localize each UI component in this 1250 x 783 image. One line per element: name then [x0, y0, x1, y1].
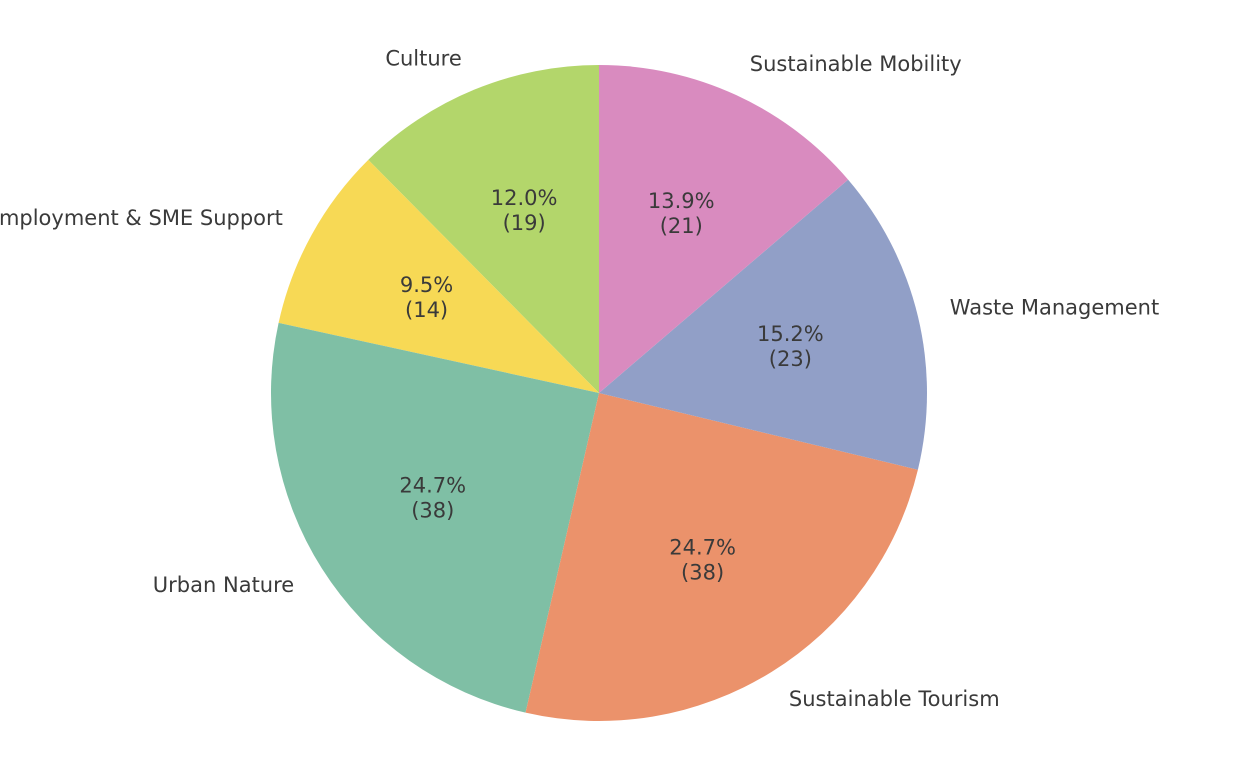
slice-count-sustainable-mobility: (21) [660, 214, 703, 238]
slice-percent-sustainable-mobility: 13.9% [648, 189, 715, 213]
pie-slice-sustainable-mobility [599, 65, 849, 393]
slice-label-urban-nature: Urban Nature [153, 573, 294, 597]
slice-count-urban-nature: (38) [411, 498, 454, 522]
slice-percent-sustainable-tourism: 24.7% [669, 535, 736, 559]
slice-percent-employment-and-sme-support: 9.5% [400, 273, 453, 297]
pie-labels: Culture 12.0%(19) Employment & SME Support… [0, 46, 1159, 710]
slice-percent-waste-management: 15.2% [757, 322, 824, 346]
slice-label-sustainable-tourism: Sustainable Tourism [789, 687, 1000, 711]
pie-slice-sustainable-tourism [525, 393, 918, 721]
pie-slices [271, 65, 928, 721]
slice-percent-urban-nature: 24.7% [399, 473, 466, 497]
slice-label-culture: Culture [385, 46, 461, 70]
pie-slice-urban-nature [271, 322, 599, 713]
slice-count-waste-management: (23) [769, 347, 812, 371]
slice-count-sustainable-tourism: (38) [681, 560, 724, 584]
slice-count-employment-and-sme-support: (14) [405, 298, 448, 322]
slice-label-employment-and-sme-support: Employment & SME Support [0, 206, 283, 230]
slice-count-culture: (19) [503, 211, 546, 235]
slice-percent-culture: 12.0% [491, 186, 558, 210]
pie-slice-employment-and-sme-support [278, 159, 599, 393]
pie-slice-waste-management [599, 179, 928, 470]
slice-label-sustainable-mobility: Sustainable Mobility [750, 52, 962, 76]
slice-label-waste-management: Waste Management [950, 296, 1159, 320]
pie-slice-culture [368, 65, 599, 393]
